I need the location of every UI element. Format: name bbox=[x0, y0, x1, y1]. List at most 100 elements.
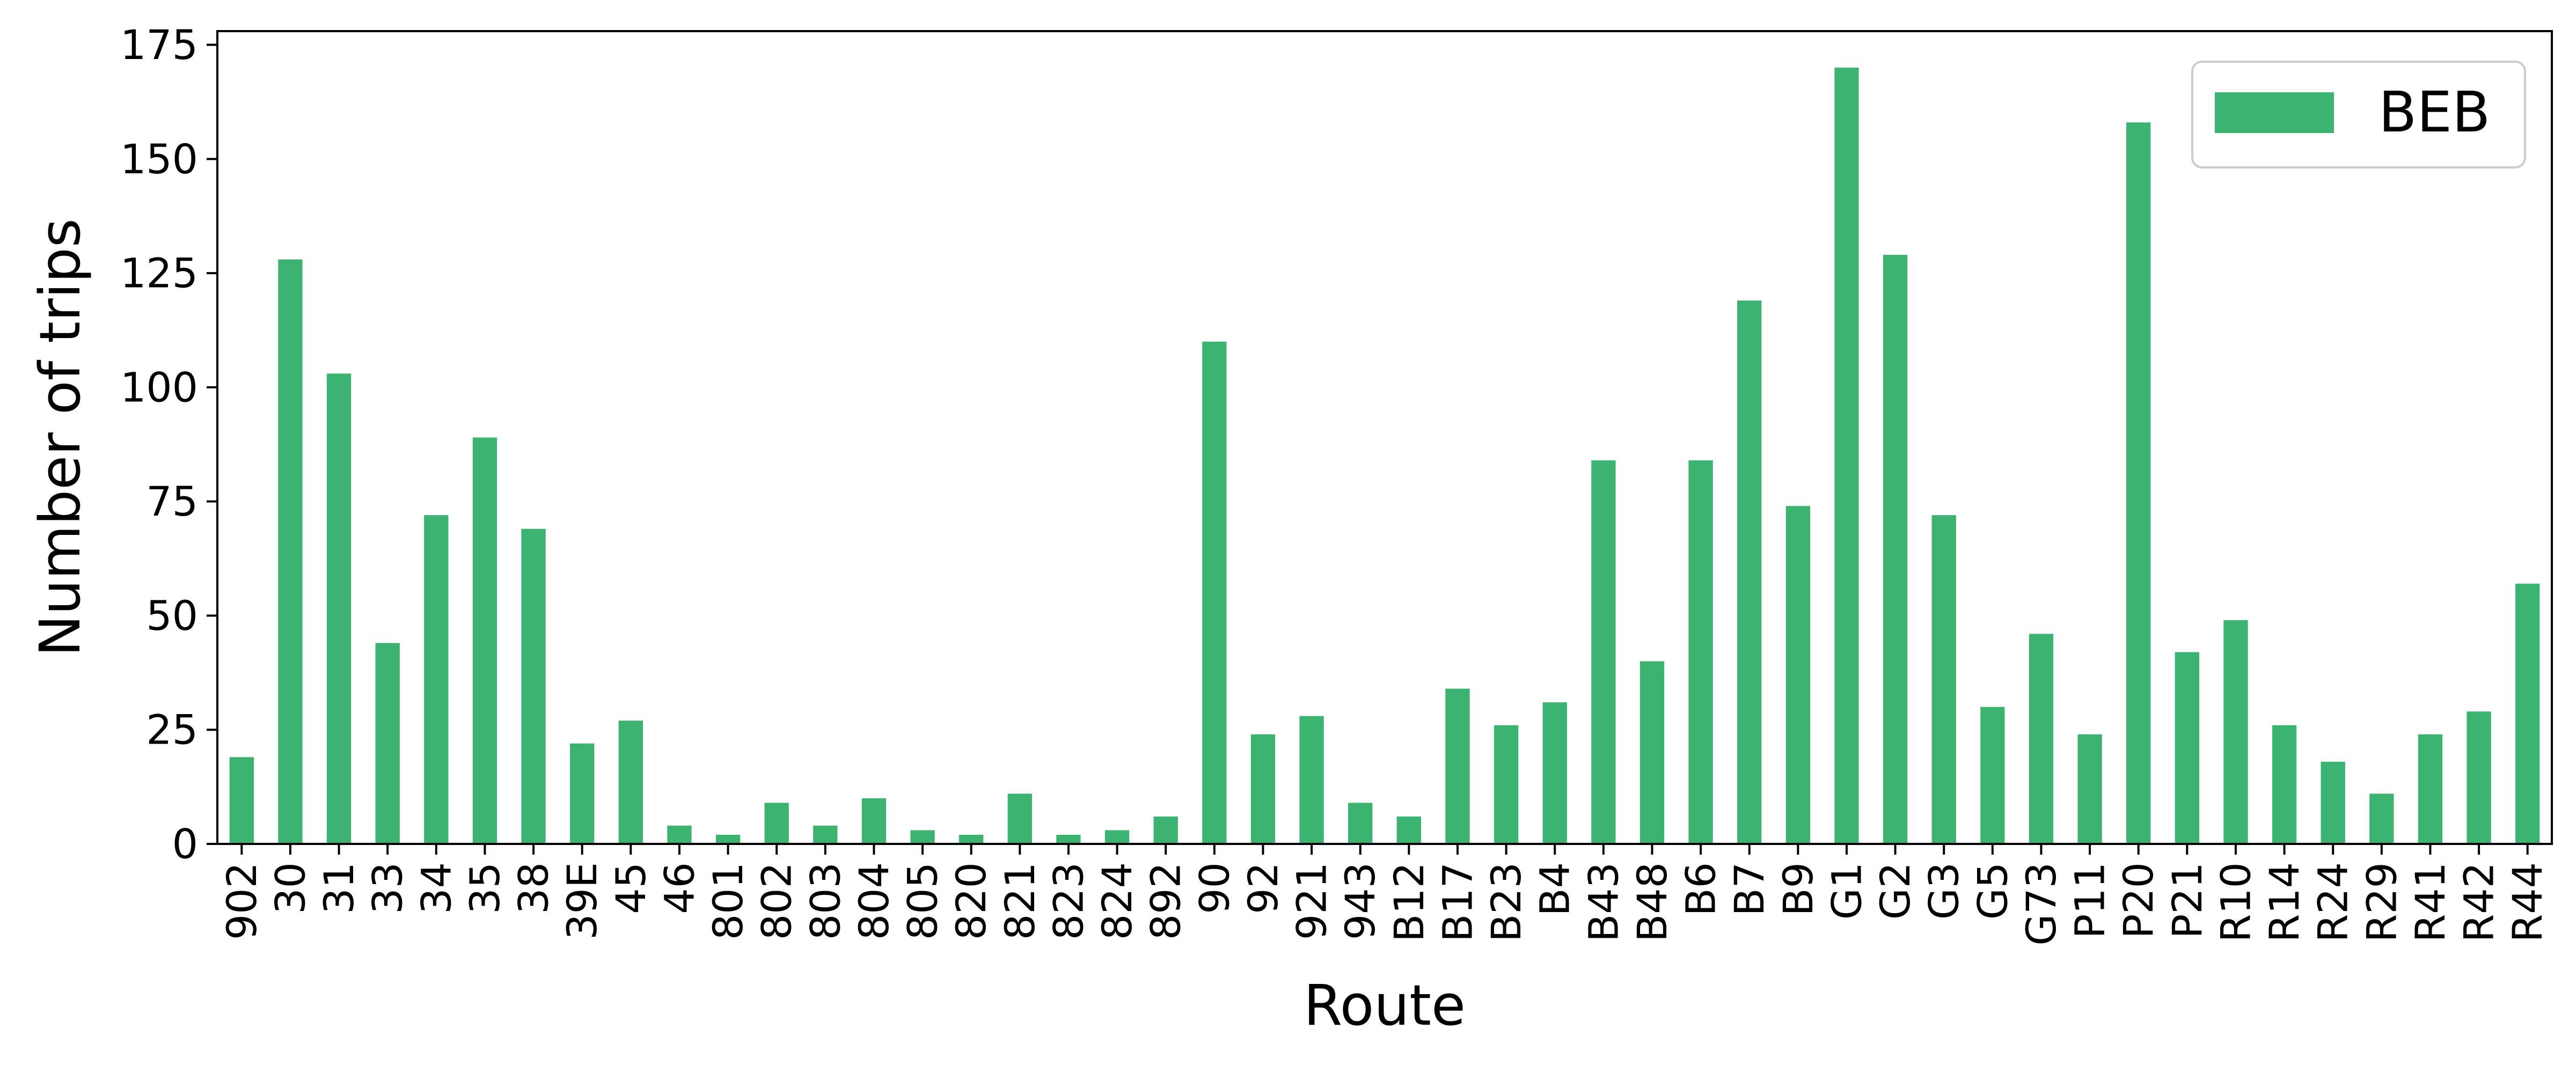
bar-R42 bbox=[2467, 711, 2491, 844]
bar-921 bbox=[1299, 716, 1324, 844]
x-tick-label: P21 bbox=[2163, 862, 2211, 939]
bar-R14 bbox=[2272, 725, 2297, 844]
x-tick-label: R41 bbox=[2406, 862, 2454, 943]
x-tick-label: G73 bbox=[2017, 862, 2065, 946]
bar-B23 bbox=[1494, 725, 1519, 844]
plot-frame bbox=[216, 30, 2553, 845]
bar-805 bbox=[910, 830, 935, 844]
bar-P20 bbox=[2126, 122, 2151, 844]
legend-swatch bbox=[2215, 92, 2334, 133]
bars-group bbox=[229, 68, 2540, 844]
x-tick-label: G5 bbox=[1968, 862, 2016, 920]
bar-B12 bbox=[1396, 816, 1421, 844]
x-tick-label: B43 bbox=[1579, 862, 1627, 942]
x-tick-label: B12 bbox=[1385, 862, 1433, 942]
x-tick-label: R29 bbox=[2358, 862, 2405, 943]
bar-35 bbox=[472, 437, 497, 844]
x-tick-label: R44 bbox=[2504, 862, 2551, 943]
y-tick-label: 150 bbox=[120, 135, 198, 183]
bar-31 bbox=[326, 373, 352, 844]
x-tick-label: 805 bbox=[899, 862, 947, 940]
bar-824 bbox=[1104, 830, 1130, 844]
x-tick-label: 801 bbox=[704, 862, 752, 940]
legend: BEB bbox=[2191, 61, 2526, 168]
x-tick-label: 92 bbox=[1239, 862, 1287, 914]
bar-803 bbox=[813, 825, 838, 844]
bar-B9 bbox=[1785, 506, 1810, 844]
x-tick-label: 821 bbox=[996, 862, 1044, 940]
bar-33 bbox=[375, 643, 400, 844]
x-tick-label: R14 bbox=[2260, 862, 2308, 943]
bar-R10 bbox=[2223, 620, 2248, 844]
bar-902 bbox=[229, 757, 254, 844]
bar-B17 bbox=[1445, 688, 1470, 844]
x-tick-label: 943 bbox=[1336, 862, 1384, 940]
y-axis: 0 25 50 75 100 125 150 175 bbox=[120, 21, 217, 868]
bar-804 bbox=[861, 798, 887, 844]
x-tick-label: 35 bbox=[461, 862, 509, 914]
bar-B7 bbox=[1737, 300, 1762, 844]
y-tick-label: 50 bbox=[146, 592, 198, 640]
x-tick-label: 804 bbox=[850, 862, 898, 940]
x-tick-label: G1 bbox=[1823, 862, 1870, 920]
bar-46 bbox=[667, 825, 692, 844]
y-axis-title: Number of trips bbox=[27, 218, 93, 657]
bar-820 bbox=[959, 834, 984, 844]
bar-45 bbox=[618, 721, 643, 844]
bar-34 bbox=[424, 515, 449, 844]
x-tick-label: 902 bbox=[218, 862, 266, 940]
bar-801 bbox=[715, 834, 741, 844]
legend-box bbox=[2191, 61, 2526, 168]
x-tick-label: B4 bbox=[1531, 862, 1579, 916]
x-tick-label: 39E bbox=[558, 862, 606, 940]
bar-R41 bbox=[2418, 734, 2443, 844]
y-tick-label: 175 bbox=[120, 21, 198, 69]
y-tick-label: 125 bbox=[120, 249, 198, 297]
x-tick-label: 803 bbox=[801, 862, 849, 940]
bar-B43 bbox=[1591, 460, 1616, 844]
bar-B48 bbox=[1640, 661, 1665, 844]
x-tick-label: 90 bbox=[1190, 862, 1238, 914]
x-tick-label: G3 bbox=[1920, 862, 1968, 920]
bar-P11 bbox=[2077, 734, 2102, 844]
x-tick-label: 38 bbox=[510, 862, 558, 914]
x-axis: 902 30 31 33 34 35 38 39E 45 46 801 802 803 804 805 820… bbox=[218, 844, 2551, 946]
legend-label: BEB bbox=[2379, 79, 2490, 145]
x-tick-label: 33 bbox=[364, 862, 412, 914]
bar-38 bbox=[521, 528, 546, 844]
x-tick-label: 802 bbox=[753, 862, 801, 940]
bar-92 bbox=[1250, 734, 1276, 844]
x-tick-label: 824 bbox=[1093, 862, 1141, 940]
y-tick-label: 75 bbox=[146, 477, 198, 525]
bar-R24 bbox=[2321, 761, 2345, 844]
bar-G3 bbox=[1931, 515, 1956, 844]
x-tick-label: 31 bbox=[315, 862, 363, 914]
y-tick-label: 25 bbox=[146, 706, 198, 754]
x-tick-label: R10 bbox=[2212, 862, 2259, 943]
x-tick-label: B7 bbox=[1725, 862, 1773, 916]
y-tick-label: 100 bbox=[120, 363, 198, 411]
x-tick-label: 46 bbox=[655, 862, 703, 914]
bar-G73 bbox=[2029, 634, 2054, 844]
x-tick-label: 921 bbox=[1288, 862, 1336, 940]
x-axis-title: Route bbox=[1304, 973, 1466, 1038]
bar-B6 bbox=[1688, 460, 1713, 844]
bar-823 bbox=[1056, 834, 1081, 844]
bar-G5 bbox=[1980, 707, 2005, 844]
bar-30 bbox=[278, 259, 303, 844]
bar-P21 bbox=[2175, 652, 2199, 844]
y-tick-label: 0 bbox=[172, 820, 198, 868]
x-tick-label: 45 bbox=[607, 862, 655, 914]
bar-G1 bbox=[1834, 68, 1859, 844]
x-tick-label: R24 bbox=[2309, 862, 2357, 943]
x-tick-label: B17 bbox=[1433, 862, 1481, 942]
x-tick-label: 34 bbox=[412, 862, 460, 914]
bar-39E bbox=[570, 743, 595, 844]
x-tick-label: P20 bbox=[2114, 862, 2162, 939]
bar-802 bbox=[764, 803, 789, 844]
x-tick-label: B23 bbox=[1482, 862, 1530, 942]
x-tick-label: 892 bbox=[1142, 862, 1190, 940]
x-tick-label: P11 bbox=[2066, 862, 2114, 939]
x-tick-label: B48 bbox=[1628, 862, 1676, 942]
